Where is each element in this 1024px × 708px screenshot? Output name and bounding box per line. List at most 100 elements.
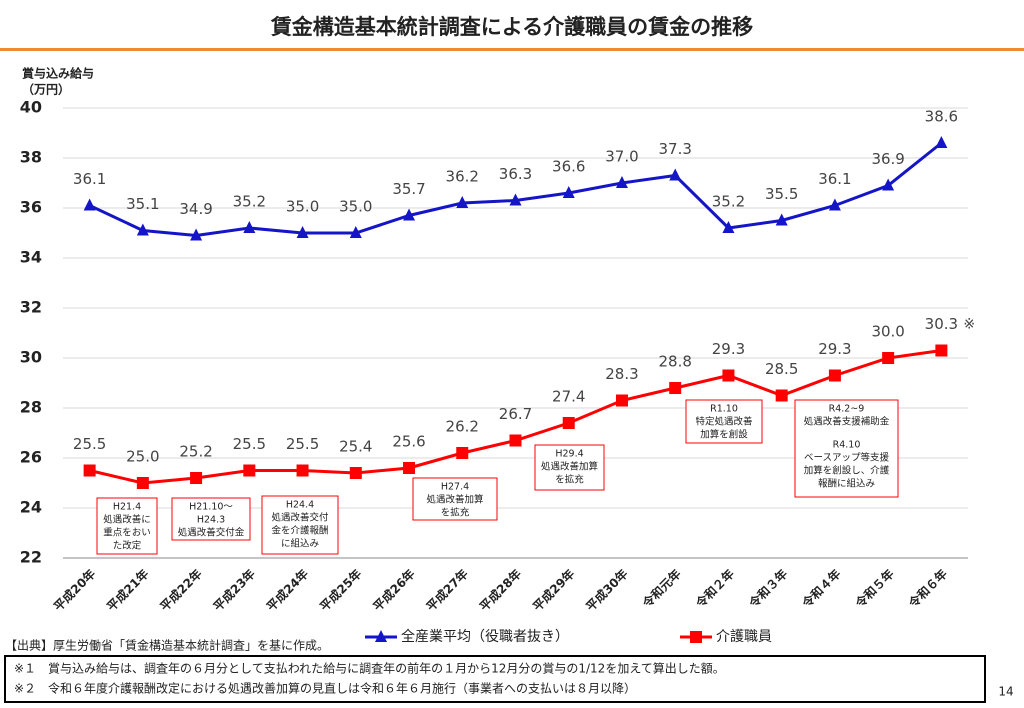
data-label: 25.5 [73,435,106,453]
marker [722,369,735,382]
y-tick-label: 28 [20,398,42,417]
data-label: 36.1 [73,170,106,188]
x-tick-label: 平成20年 [50,566,98,614]
y-tick-label: 34 [20,248,42,267]
marker [615,176,628,188]
annotation-text: 処遇改善に [103,514,151,526]
annotation-text: を拡充 [441,507,470,519]
data-label: 35.2 [233,193,266,211]
y-tick-label: 26 [20,448,42,467]
data-label: 27.4 [552,388,585,406]
marker [935,344,948,357]
marker [509,193,522,206]
annotation-text: 金を介護報酬 [271,525,328,537]
page-number: 14 [998,685,1013,699]
data-label: 35.2 [712,193,745,211]
annotation-box [794,399,899,498]
source: 【出典】厚生労働省「賃金構造基本統計調査」を基に作成。 [5,638,329,653]
x-tick-label: 令和４年 [798,566,843,611]
x-tick-label: 平成21年 [104,566,152,614]
data-label: 36.3 [499,165,532,183]
marker [190,228,203,241]
annotation-text: 処遇改善支援補助金 [804,416,890,428]
data-label: 25.5 [286,435,319,453]
x-tick-label: 平成22年 [157,566,205,614]
x-tick-label: 平成25年 [317,566,365,614]
x-tick-label: 平成24年 [263,566,311,614]
marker [456,196,469,208]
data-label: 25.4 [339,438,372,456]
y-tick-label: 38 [20,148,42,167]
data-label: 36.2 [446,168,479,186]
annotation-text: H21.10～ [189,502,233,513]
x-tick-label: 令和元年 [639,566,684,611]
data-label: 35.5 [765,185,798,203]
marker [722,221,735,233]
x-tick-label: 令和５年 [851,566,896,611]
data-label: 34.9 [179,200,212,218]
marker [403,208,416,221]
marker [935,136,948,148]
marker [509,434,522,447]
data-label: 36.9 [871,150,904,168]
x-tick-label: 平成28年 [476,566,524,614]
data-label: 37.0 [605,148,638,166]
annotation-text: 処遇改善交付 [271,512,329,524]
data-label: 35.0 [339,198,372,216]
data-label: 28.5 [765,360,798,378]
annotation-text: た改定 [113,540,142,552]
annotation-text: を拡充 [555,474,584,486]
annotation-box [412,477,498,521]
y-tick-label: 40 [20,98,42,117]
x-tick-label: 平成23年 [210,566,258,614]
data-label: 35.0 [286,198,319,216]
marker [882,352,895,364]
annotation-text: H21.4 [113,502,141,513]
annotation-box [261,495,339,555]
marker [775,213,788,226]
x-tick-label: 平成30年 [583,566,631,614]
marker [828,369,841,382]
annotation-text: 重点をおい [103,527,151,539]
marker [243,464,256,477]
marker [669,168,682,181]
data-label: 26.7 [499,405,532,423]
title-rule [0,48,1024,51]
data-label: 29.3 [712,340,745,358]
data-label: 36.6 [552,158,585,176]
data-label: 25.0 [126,448,159,466]
annotation-text: 特定処遇改善 [695,416,753,428]
annotation-text: R4.2~9 [829,404,865,415]
marker [828,198,841,211]
annotation-mark: ※ [963,317,975,333]
data-label: 28.8 [659,353,692,371]
annotation-text: に組込み [281,538,319,550]
annotation-text: 処遇改善加算 [426,494,483,506]
annotation-text: H24.3 [197,515,225,526]
marker [562,186,575,198]
marker [243,221,256,233]
marker [136,223,149,236]
data-label: 29.3 [818,340,851,358]
data-label: 38.6 [925,108,958,126]
data-label: 28.3 [605,365,638,383]
x-tick-label: 平成29年 [529,566,577,614]
annotation-text: H27.4 [441,482,469,493]
marker [349,467,362,479]
marker [669,382,682,394]
footnote: ※２ 令和６年度介護報酬改定における処遇改善加算の見直しは令和６年６月施行（事業… [14,681,636,696]
marker [456,447,469,459]
title: 賃金構造基本統計調査による介護職員の賃金の推移 [270,15,753,39]
annotation-box [96,497,158,555]
y-tick-label: 22 [20,548,42,567]
annotation-box [685,399,763,444]
marker [615,394,628,407]
annotation-text: R4.10 [833,440,861,451]
y-tick-label: 30 [20,348,42,367]
footnote: ※１ 賞与込み給与は、調査年の６月分として支払われた給与に調査年の前年の１月から… [14,661,725,676]
legend-label: 全産業平均（役職者抜き） [401,628,569,645]
marker [882,178,895,191]
series-line [88,141,943,238]
data-label: 30.0 [871,323,904,341]
